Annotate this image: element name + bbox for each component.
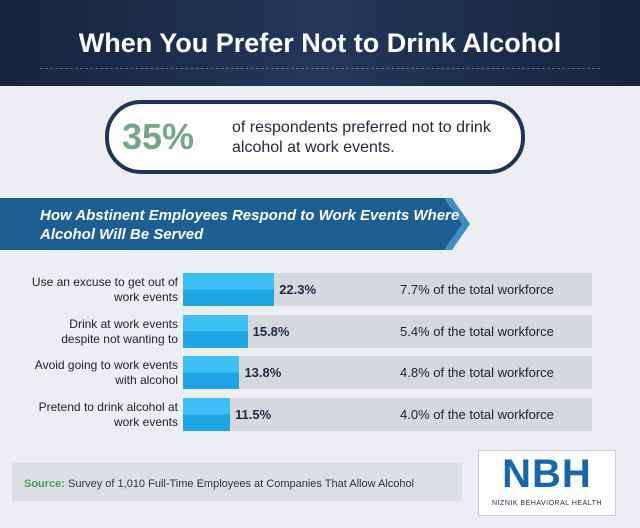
logo-mark: NBH: [502, 452, 592, 496]
category-label: Use an excuse to get out of work events: [31, 275, 178, 304]
bar: [183, 356, 240, 390]
logo-box: [478, 450, 616, 516]
header-band: [0, 0, 640, 86]
category-label: Drink at work events despite not wanting…: [61, 316, 178, 346]
value-label: 11.5%: [235, 406, 272, 422]
callout-stat: 35%: [122, 116, 195, 157]
workforce-note: 4.8% of the total workforce: [400, 365, 554, 381]
track: [183, 314, 592, 348]
workforce-note: 7.7% of the total workforce: [400, 282, 554, 297]
value-label: 22.3%: [279, 282, 317, 297]
banner-body: [0, 198, 462, 250]
chart-title: How Abstinent Employees Respond to Work …: [40, 207, 460, 243]
workforce-note: 4.0% of the total workforce: [400, 406, 554, 422]
value-label: 15.8%: [252, 323, 290, 339]
bar: [183, 273, 275, 306]
callout-text: of respondents preferred not to drink al…: [232, 119, 491, 156]
logo-name: NIZNIK BEHAVIORAL HEALTH: [492, 500, 602, 507]
track: [183, 356, 592, 390]
source-label: Source:: [24, 478, 65, 490]
track: [183, 397, 592, 431]
source-bar: [12, 463, 462, 501]
chart-banner: [0, 198, 470, 250]
bar: [183, 397, 231, 431]
bar: [183, 314, 248, 348]
page-title: When You Prefer Not to Drink Alcohol: [78, 28, 562, 58]
decoration: [40, 68, 600, 69]
callout-box: [105, 100, 525, 174]
category-label: Avoid going to work events with alcohol: [34, 358, 178, 388]
source-text: Survey of 1,010 Full-Time Employees at C…: [68, 478, 415, 490]
value-label: 13.8%: [244, 365, 282, 381]
workforce-note: 5.4% of the total workforce: [400, 323, 554, 339]
category-label: Pretend to drink alcohol at work events: [38, 399, 178, 429]
